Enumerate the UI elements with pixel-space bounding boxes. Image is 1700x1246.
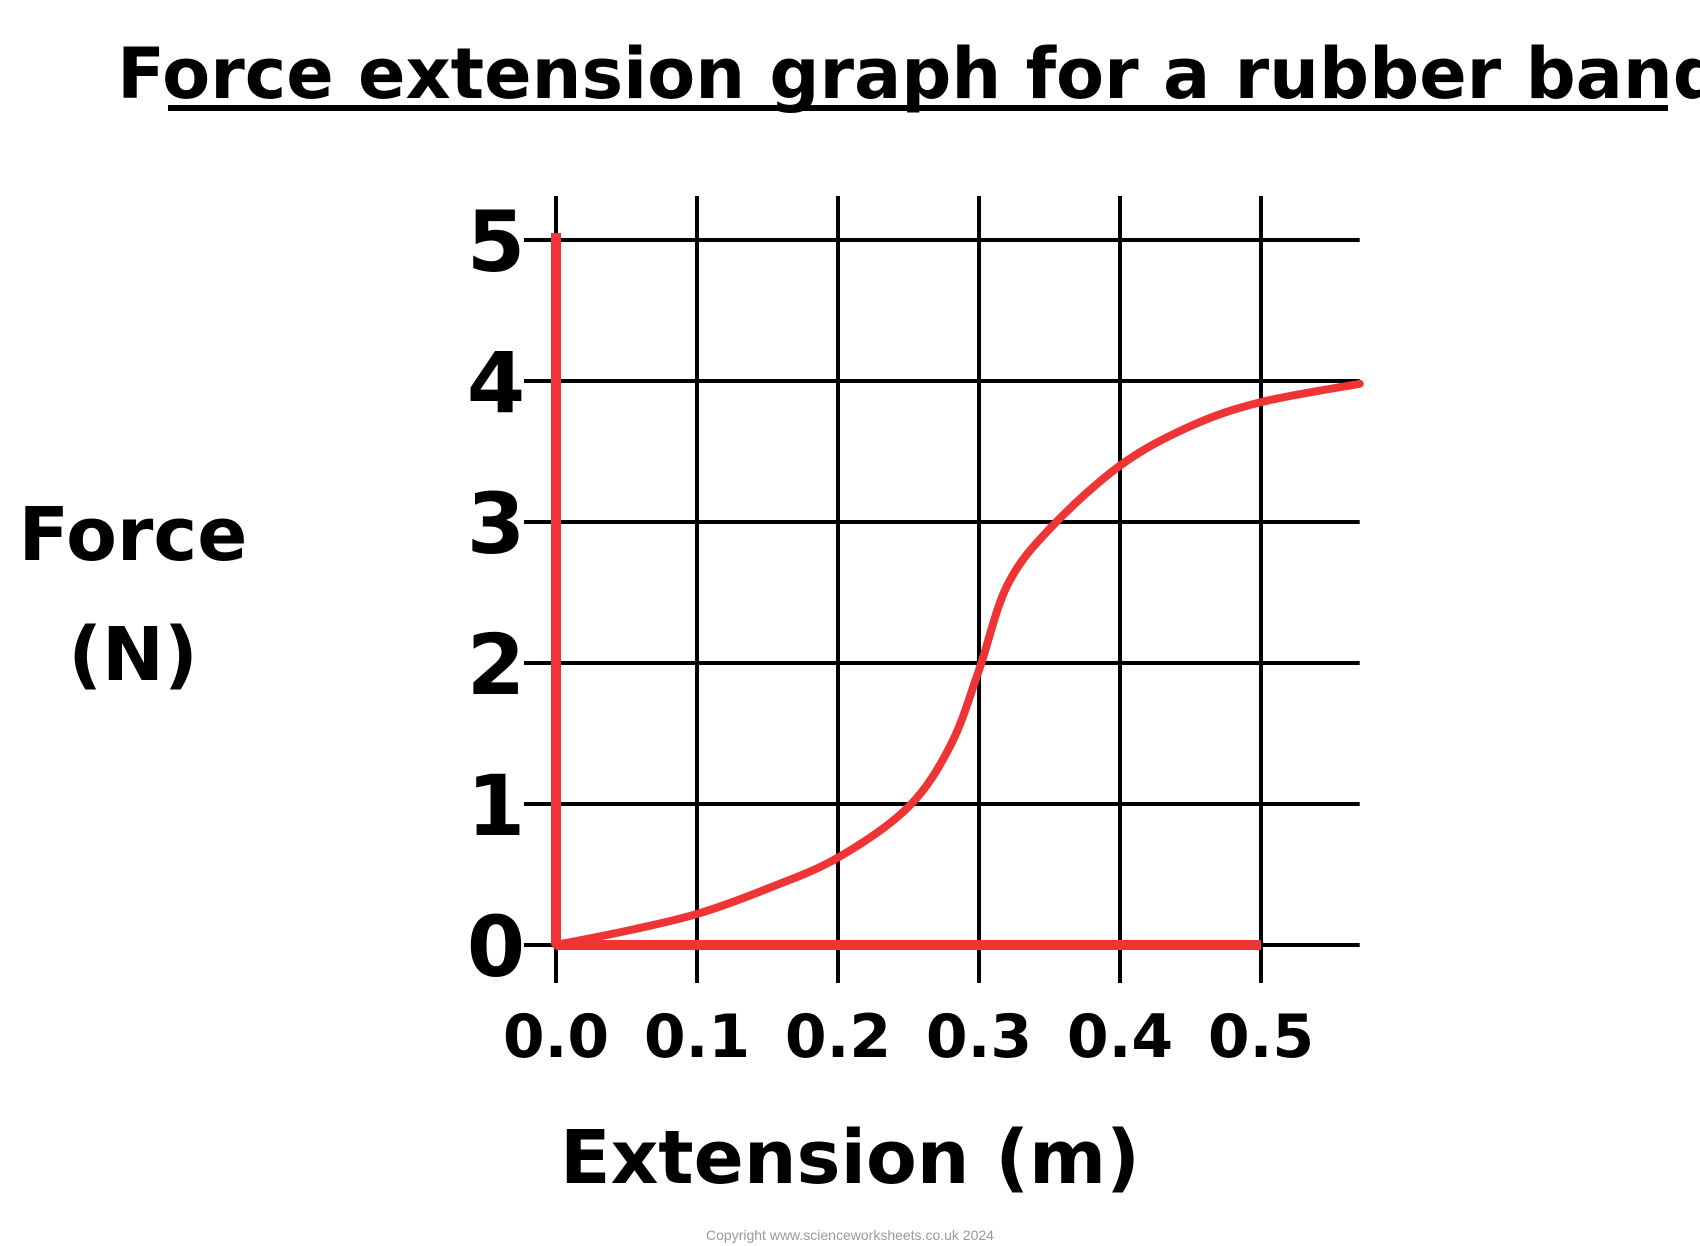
x-tick-label-0.1: 0.1 (644, 1002, 750, 1072)
grid (524, 196, 1360, 983)
x-tick-label-0.5: 0.5 (1208, 1002, 1314, 1072)
y-tick-label-2: 2 (467, 616, 525, 714)
y-tick-label-3: 3 (467, 475, 525, 573)
copyright-text: Copyright www.scienceworksheets.co.uk 20… (706, 1227, 994, 1243)
x-tick-label-0.0: 0.0 (503, 1002, 609, 1072)
chart-title: Force extension graph for a rubber band (117, 33, 1700, 115)
y-tick-label-5: 5 (467, 193, 525, 291)
y-tick-labels: 0 1 2 3 4 5 (467, 193, 525, 996)
x-tick-label-0.2: 0.2 (785, 1002, 891, 1072)
x-axis-label: Extension (m) (560, 1115, 1140, 1201)
series-line-0 (552, 379, 1364, 949)
x-tick-label-0.4: 0.4 (1067, 1002, 1173, 1072)
x-tick-labels: 0.0 0.1 0.2 0.3 0.4 0.5 (503, 1002, 1314, 1072)
y-axis-label-line-1: Force (19, 492, 248, 578)
y-tick-label-0: 0 (467, 898, 525, 996)
series (551, 232, 1364, 950)
y-tick-label-1: 1 (467, 757, 525, 855)
y-tick-label-4: 4 (467, 334, 525, 432)
x-tick-label-0.3: 0.3 (926, 1002, 1032, 1072)
y-axis-label-line-2: (N) (68, 612, 198, 698)
